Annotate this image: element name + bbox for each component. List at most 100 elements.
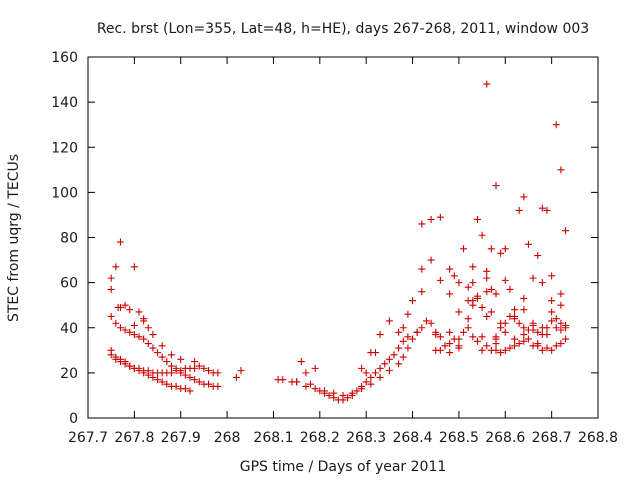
data-point: [130, 364, 138, 372]
y-tick-label: 140: [51, 95, 78, 111]
data-point: [325, 391, 333, 399]
data-point: [418, 220, 426, 228]
data-point: [562, 227, 570, 235]
x-tick-label: 268.3: [346, 430, 386, 446]
x-axis: 267.7 267.8 267.9 268 268.1 268.2 268.3 268.4 26…: [68, 57, 618, 446]
data-point: [395, 328, 403, 336]
data-point: [506, 285, 514, 293]
data-point: [395, 360, 403, 368]
data-point: [548, 317, 556, 325]
data-point: [367, 373, 375, 381]
data-point: [543, 206, 551, 214]
data-point: [330, 389, 338, 397]
data-point: [358, 364, 366, 372]
data-point: [167, 362, 175, 370]
data-point: [149, 344, 157, 352]
data-point: [126, 328, 134, 336]
data-point: [511, 335, 519, 343]
data-point: [362, 378, 370, 386]
data-point: [432, 331, 440, 339]
data-point: [116, 355, 124, 363]
data-point: [144, 371, 152, 379]
data-point: [237, 367, 245, 375]
data-point: [478, 303, 486, 311]
data-point: [116, 324, 124, 332]
y-tick-label: 80: [60, 231, 78, 247]
data-point: [436, 276, 444, 284]
data-point: [362, 369, 370, 377]
y-tick-label: 100: [51, 185, 78, 201]
data-point: [181, 371, 189, 379]
data-point: [534, 328, 542, 336]
data-point: [320, 387, 328, 395]
data-point: [413, 328, 421, 336]
data-point: [469, 333, 477, 341]
data-point: [515, 206, 523, 214]
data-point: [395, 344, 403, 352]
data-point: [446, 349, 454, 357]
data-point: [520, 306, 528, 314]
data-point: [492, 340, 500, 348]
x-tick-label: 268.8: [578, 430, 618, 446]
data-point: [511, 306, 519, 314]
data-point: [214, 369, 222, 377]
data-point: [478, 333, 486, 341]
data-point: [107, 312, 115, 320]
y-tick-label: 160: [51, 50, 78, 66]
data-point: [478, 346, 486, 354]
data-point: [205, 367, 213, 375]
data-point: [427, 256, 435, 264]
data-point: [107, 346, 115, 354]
data-point: [552, 315, 560, 323]
x-tick-label: 268.7: [532, 430, 572, 446]
data-point: [191, 364, 199, 372]
data-point: [548, 272, 556, 280]
x-tick-label: 268.1: [253, 430, 293, 446]
x-tick-label: 268: [214, 430, 241, 446]
data-point: [158, 378, 166, 386]
data-point: [427, 215, 435, 223]
data-point: [446, 328, 454, 336]
data-point: [144, 340, 152, 348]
data-point: [172, 364, 180, 372]
data-point: [427, 319, 435, 327]
data-point: [232, 373, 240, 381]
y-tick-label: 60: [60, 276, 78, 292]
data-point: [163, 380, 171, 388]
data-point: [181, 385, 189, 393]
data-point: [511, 342, 519, 350]
data-point: [279, 376, 287, 384]
data-point: [436, 333, 444, 341]
data-point: [422, 317, 430, 325]
data-point: [376, 364, 384, 372]
data-point: [214, 382, 222, 390]
data-point: [121, 301, 129, 309]
data-point: [409, 335, 417, 343]
data-point: [455, 335, 463, 343]
data-point: [167, 369, 175, 377]
data-point: [511, 315, 519, 323]
data-point: [116, 303, 124, 311]
data-point: [529, 274, 537, 282]
data-point: [487, 285, 495, 293]
data-point: [557, 340, 565, 348]
data-point: [557, 326, 565, 334]
data-point: [483, 274, 491, 282]
data-point: [506, 312, 514, 320]
data-point: [163, 358, 171, 366]
data-point: [371, 369, 379, 377]
data-point: [501, 328, 509, 336]
data-point: [200, 364, 208, 372]
data-point: [121, 358, 129, 366]
data-point: [381, 360, 389, 368]
data-point: [385, 317, 393, 325]
x-tick-label: 268.2: [300, 430, 340, 446]
data-point: [167, 351, 175, 359]
data-point: [311, 364, 319, 372]
data-point: [469, 263, 477, 271]
data-point: [473, 294, 481, 302]
chart-title: Rec. brst (Lon=355, Lat=48, h=HE), days …: [97, 21, 589, 37]
data-point: [501, 346, 509, 354]
y-axis: 0 20 40 60 80 100 120 140 160: [51, 50, 598, 427]
data-point: [492, 182, 500, 190]
